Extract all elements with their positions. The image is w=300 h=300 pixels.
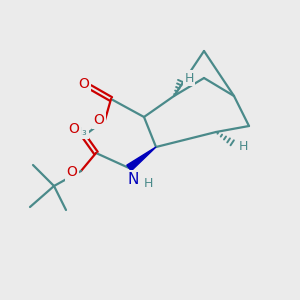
Text: O: O [94, 113, 104, 127]
Text: H: H [144, 177, 153, 190]
Text: H: H [238, 140, 248, 154]
Text: H: H [184, 71, 194, 85]
Text: O: O [67, 166, 77, 179]
Polygon shape [127, 147, 156, 171]
Text: CH₃: CH₃ [66, 127, 87, 137]
Text: O: O [79, 77, 89, 91]
Text: N: N [128, 172, 139, 187]
Text: O: O [68, 122, 79, 136]
